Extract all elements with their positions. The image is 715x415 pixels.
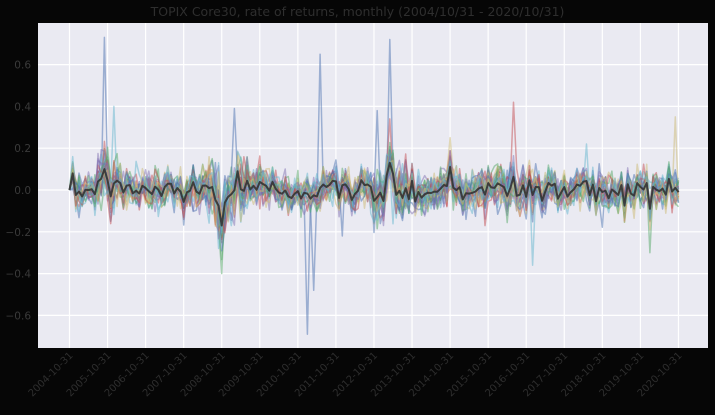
y-tick-label: 0.2 bbox=[14, 143, 31, 155]
y-tick-label: 0.0 bbox=[14, 185, 31, 197]
stock-series-line bbox=[68, 159, 680, 266]
y-tick-label: −0.2 bbox=[6, 227, 32, 239]
y-tick-label: −0.6 bbox=[6, 310, 32, 322]
y-tick-label: −0.4 bbox=[6, 269, 32, 281]
y-tick-label: 0.4 bbox=[14, 101, 31, 113]
chart-title: TOPIX Core30, rate of returns, monthly (… bbox=[150, 4, 565, 19]
mean-series-line bbox=[68, 161, 680, 227]
x-axis-tick-labels: 2004-10-312005-10-312006-10-312007-10-31… bbox=[27, 350, 685, 399]
y-axis-tick-labels: 0.6 0.4 0.2 0.0 −0.2 −0.4 −0.6 bbox=[6, 60, 32, 323]
stock-series-line bbox=[68, 154, 680, 240]
y-tick-label: 0.6 bbox=[14, 60, 31, 72]
